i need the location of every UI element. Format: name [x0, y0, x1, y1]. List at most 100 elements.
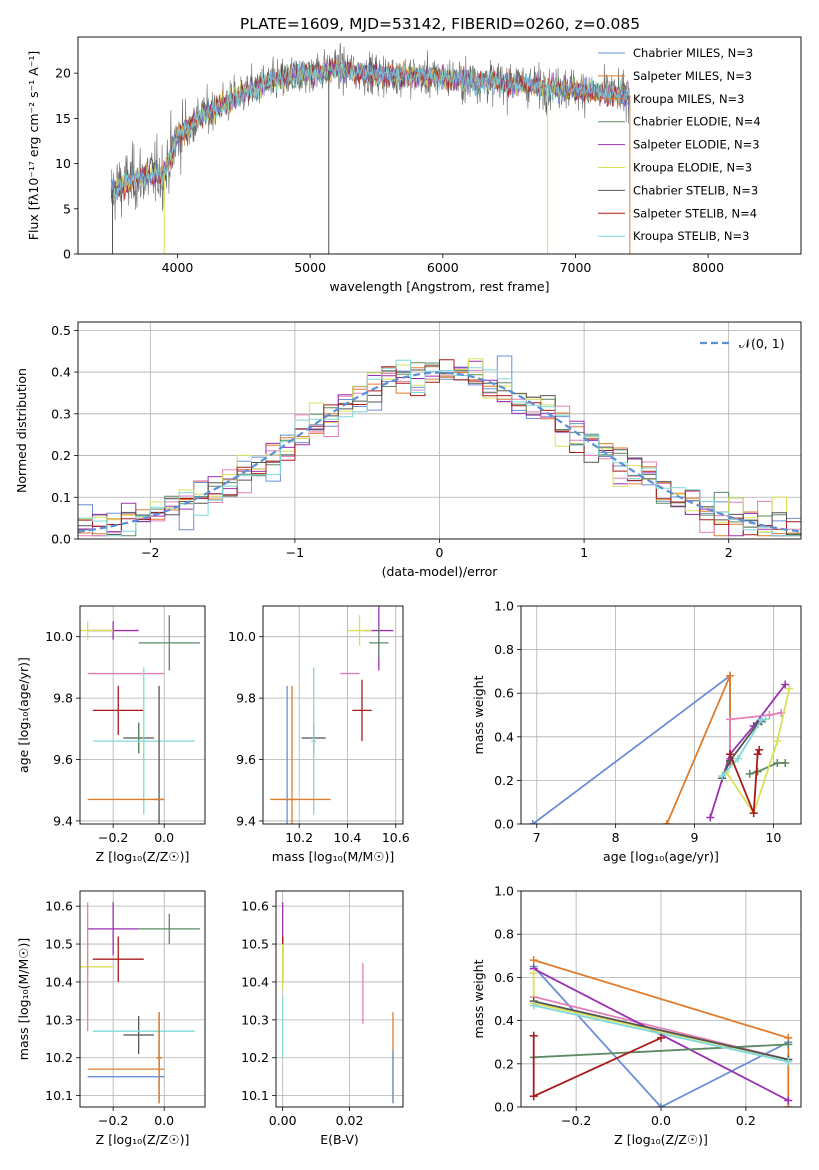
plot-area-residuals: [78, 322, 801, 539]
y-tick-label: 0.4: [494, 729, 514, 744]
y-tick-label: 0.6: [494, 970, 514, 985]
errorbar-point: [138, 615, 200, 671]
normal-curve: [78, 371, 801, 533]
errorbar-point: [92, 667, 195, 815]
mass-weight-marker: [529, 1001, 538, 1010]
axes-residuals: −2 −1 0 1 2 0.0 0.1 0.2 0.3 0.4 0.5 (data-model)/er…: [14, 321, 802, 579]
y-tick-label: 5: [63, 201, 71, 216]
axes-mass_vs_Z: −0.2 0.0 10.1 10.2 10.3 10.4 10.5 10.6 Z [log₁₀(…: [16, 890, 206, 1147]
mass-weight-marker: [784, 1057, 793, 1066]
mass-weight-marker: [726, 715, 735, 724]
y-tick-label: 9.6: [236, 752, 256, 767]
mass-weight-marker: [753, 767, 762, 776]
y-tick-label: 0: [63, 247, 71, 262]
x-tick-label: −0.2: [98, 1113, 128, 1128]
errorbar-point: [369, 627, 389, 659]
y-tick-label: 9.8: [53, 691, 73, 706]
legend-label: Salpeter STELIB, N=4: [633, 206, 757, 220]
legend-label: Kroupa ELODIE, N=3: [633, 161, 752, 175]
legend-label: Salpeter MILES, N=3: [633, 69, 752, 83]
mass-weight-marker: [733, 754, 742, 763]
x-axis-label: (data-model)/error: [382, 564, 499, 579]
y-tick-label: 10: [55, 156, 71, 171]
x-tick-label: 0.02: [336, 1113, 364, 1128]
mass-weight-marker: [726, 750, 735, 759]
x-tick-label: −0.2: [561, 1113, 591, 1128]
y-tick-label: 0.8: [494, 927, 514, 942]
y-tick-label: 0.2: [494, 1056, 514, 1071]
x-tick-label: 4000: [162, 260, 194, 275]
axes-frame: [79, 605, 206, 825]
y-tick-label: 20: [55, 66, 71, 81]
y-tick-label: 10.4: [45, 974, 73, 989]
y-tick-label: 10.2: [241, 1050, 269, 1065]
legend-label: Chabrier STELIB, N=3: [633, 183, 758, 197]
y-axis-label: mass weight: [471, 675, 486, 754]
x-tick-label: 5000: [294, 260, 326, 275]
x-tick-label: 8: [612, 830, 620, 845]
errorbar-point: [136, 722, 142, 754]
mass-weight-marker: [745, 769, 754, 778]
mass-weight-marker: [773, 758, 782, 767]
axes-frame: [77, 36, 802, 255]
axes-mw_vs_age: 7 8 9 10 0.0 0.2 0.4 0.6 0.8 1.0 age [log₁₀(age/yr…: [471, 599, 802, 864]
legend-label: Chabrier ELODIE, N=4: [633, 115, 761, 129]
y-tick-label: 9.6: [53, 752, 73, 767]
mass-weight-marker: [784, 1096, 793, 1105]
x-tick-label: 7000: [560, 260, 592, 275]
mass-weight-marker: [529, 956, 538, 965]
histogram-step: [78, 359, 801, 537]
mass-weight-line: [709, 683, 786, 818]
mass-weight-marker: [765, 711, 774, 719]
mass-weight-marker: [785, 684, 794, 693]
x-tick-label: 0.0: [154, 830, 174, 845]
x-axis-label: age [log₁₀(age/yr)]: [603, 849, 719, 864]
y-tick-label: 10.3: [241, 1012, 269, 1027]
mass-weight-marker: [657, 1033, 665, 1042]
x-tick-label: 10: [765, 830, 781, 845]
errorbar-point: [123, 1016, 154, 1054]
mass-weight-marker: [529, 1092, 538, 1101]
y-tick-label: 0.4: [51, 365, 71, 380]
x-axis-label: Z [log₁₀(Z/Z☉)]: [614, 1132, 708, 1147]
y-tick-label: 10.6: [45, 899, 73, 914]
legend-label: Chabrier MILES, N=3: [633, 46, 753, 60]
errorbar-point: [352, 679, 372, 742]
x-tick-label: −2: [141, 545, 159, 560]
x-tick-label: 0: [436, 545, 444, 560]
axes-frame: [520, 605, 802, 825]
errorbar-point: [92, 936, 144, 982]
x-tick-label: 0.2: [736, 1113, 756, 1128]
axes-frame: [77, 321, 802, 540]
errorbar-point: [80, 621, 114, 640]
y-tick-label: 0.5: [51, 323, 71, 338]
legend-label: Salpeter ELODIE, N=3: [633, 138, 760, 152]
y-tick-label: 10.0: [45, 629, 73, 644]
legend-label: Kroupa STELIB, N=3: [633, 229, 750, 243]
mass-weight-marker: [657, 1103, 665, 1107]
y-tick-label: 9.4: [236, 813, 256, 828]
axes-age_vs_mass: 10.2 10.4 10.6 9.4 9.6 9.8 10.0 mass [log₁₀(M/M…: [228, 605, 410, 864]
x-axis-label: wavelength [Angstrom, rest frame]: [329, 279, 549, 294]
mass-weight-line: [725, 688, 791, 816]
mass-weight-line: [533, 1004, 789, 1063]
x-axis-label: mass [log₁₀(M/M☉)]: [272, 849, 394, 864]
histogram-step: [78, 359, 801, 536]
y-tick-label: 10.5: [241, 937, 269, 952]
errorbar-point: [311, 667, 317, 815]
x-tick-label: 0.00: [269, 1113, 297, 1128]
axes-frame: [520, 890, 802, 1108]
x-tick-label: 9: [691, 830, 699, 845]
errorbar-point: [156, 1012, 162, 1104]
y-tick-label: 0.0: [494, 1100, 514, 1115]
mass-weight-marker: [773, 737, 782, 746]
y-tick-label: 0.4: [494, 1013, 514, 1028]
x-axis-label: Z [log₁₀(Z/Z☉)]: [96, 849, 190, 864]
plot-area-mass_vs_Z: [80, 891, 205, 1107]
plot-area-age_vs_Z: [80, 606, 205, 824]
x-tick-label: −1: [286, 545, 304, 560]
axes-frame: [275, 890, 404, 1108]
mass-weight-line: [532, 673, 731, 824]
y-axis-label: mass [log₁₀(M/M☉)]: [16, 938, 31, 1060]
